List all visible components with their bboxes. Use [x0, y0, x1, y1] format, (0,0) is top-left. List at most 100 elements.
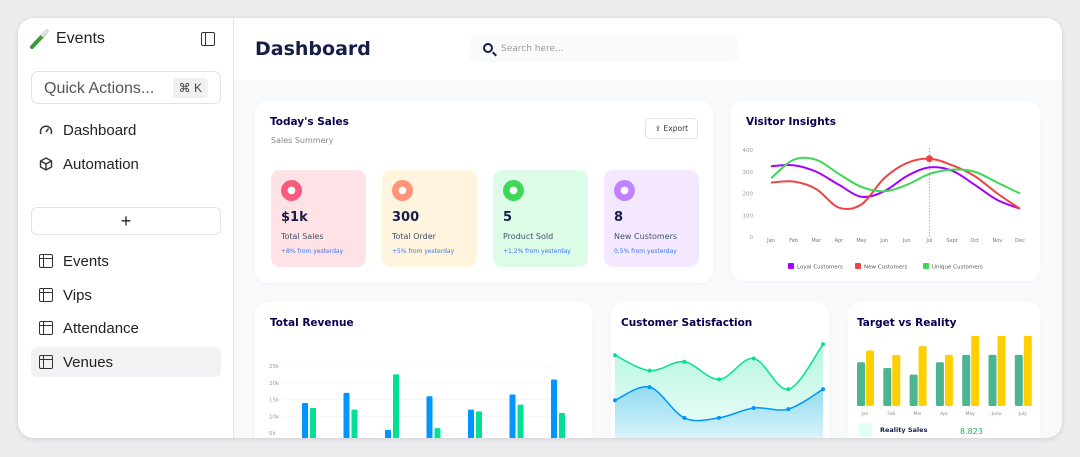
data-point	[751, 406, 756, 410]
stat-delta: 0,5% from yesterday	[614, 248, 677, 255]
legend-label: Loyal Customers	[797, 265, 843, 271]
revenue-bar	[310, 408, 316, 438]
legend-swatch	[855, 263, 861, 269]
table-label: Vips	[63, 286, 92, 304]
x-tick-label: Feb	[887, 411, 895, 417]
nav-automation[interactable]: Automation	[31, 149, 221, 179]
data-point	[717, 377, 721, 382]
tag-icon: ●	[503, 180, 524, 201]
target-reality-bar	[918, 346, 927, 406]
brand[interactable]: Events	[28, 28, 105, 50]
table-icon	[39, 288, 53, 302]
table-attendance[interactable]: Attendance	[31, 313, 221, 343]
y-tick-label: 100	[743, 213, 754, 219]
y-tick-label: 15k	[269, 398, 280, 404]
data-point	[751, 356, 756, 361]
table-label: Venues	[63, 353, 114, 371]
cube-icon	[39, 157, 53, 171]
table-icon	[39, 355, 53, 369]
revenue-bar	[559, 413, 565, 438]
revenue-bar	[302, 402, 308, 438]
table-venues[interactable]: Venues	[31, 347, 221, 377]
data-point	[613, 353, 617, 358]
nav-dashboard[interactable]: Dashboard	[31, 115, 221, 145]
sidebar-toggle-icon[interactable]	[201, 32, 215, 46]
revenue-bar	[517, 404, 524, 438]
target-reality-bar	[971, 335, 980, 406]
target-reality-bar	[935, 362, 944, 406]
reality-sales-label: Reality Sales	[880, 426, 928, 434]
target-reality-bar	[944, 354, 953, 406]
gauge-icon	[39, 125, 53, 135]
document-icon: ●	[392, 180, 413, 201]
y-tick-label: 5k	[269, 431, 276, 437]
revenue-bar	[351, 409, 358, 438]
add-table-button[interactable]: +	[31, 207, 221, 235]
y-tick-label: 0	[750, 235, 754, 241]
x-tick-label: July	[1018, 411, 1027, 417]
sidebar: Events Quick Actions... ⌘ K Dashboard Aut…	[18, 18, 234, 438]
target-reality-bar	[857, 362, 865, 406]
stat-label: Total Order	[392, 232, 436, 241]
target-reality-bar	[883, 368, 892, 406]
export-button[interactable]: ⇪ Export	[645, 118, 698, 139]
stat-value: $1k	[281, 210, 308, 225]
data-point	[682, 415, 687, 420]
series-line	[770, 163, 1021, 210]
app-window: Events Quick Actions... ⌘ K Dashboard Aut…	[18, 18, 1062, 438]
table-vips[interactable]: Vips	[31, 280, 221, 310]
stat-delta: +5% from yesterday	[392, 248, 455, 255]
target-reality-bar	[892, 354, 901, 406]
target-vs-reality-card: Target vs Reality Jan Feb Mar Apr May June Jul…	[848, 302, 1040, 438]
x-tick-label: Oct	[970, 238, 979, 244]
legend-swatch	[923, 263, 929, 269]
table-events[interactable]: Events	[31, 246, 221, 276]
stat-card: ● 300 Total Order +5% from yesterday	[382, 170, 477, 267]
test-tube-icon	[30, 29, 49, 49]
shortcut-badge: ⌘ K	[172, 78, 208, 98]
x-tick-label: Jun	[902, 238, 911, 244]
series-line	[770, 157, 1021, 211]
stat-value: 300	[392, 210, 420, 225]
header: Dashboard Search here...	[234, 18, 1062, 80]
visitor-insights-card: Visitor Insights 0 100 200 300 400 Jan Feb Mar A…	[731, 101, 1040, 281]
y-tick-label: 25k	[269, 364, 280, 370]
reality-sales-icon	[858, 423, 872, 437]
stat-value: 8	[614, 210, 624, 225]
x-tick-label: May	[856, 238, 866, 244]
page-title: Dashboard	[255, 38, 371, 60]
search-input[interactable]: Search here...	[469, 35, 739, 63]
table-icon	[39, 254, 53, 268]
revenue-bar	[551, 379, 557, 438]
x-tick-label: Feb	[789, 238, 798, 244]
x-tick-label: June	[991, 411, 1002, 417]
table-label: Events	[63, 252, 109, 270]
card-title: Customer Satisfaction	[621, 317, 753, 329]
customer-satisfaction-card: Customer Satisfaction	[611, 302, 829, 438]
quick-actions-label: Quick Actions...	[44, 80, 155, 97]
stat-delta: +8% from yesterday	[281, 248, 344, 255]
card-title: Visitor Insights	[746, 116, 836, 128]
card-title: Total Revenue	[270, 317, 354, 329]
data-point	[613, 398, 617, 403]
data-point	[717, 415, 721, 420]
x-tick-label: Nov	[992, 238, 1002, 244]
revenue-bar	[434, 428, 441, 438]
x-tick-label: Mar	[812, 238, 822, 244]
target-reality-bar	[988, 354, 997, 406]
card-title: Target vs Reality	[857, 317, 957, 329]
target-vs-reality-chart: Jan Feb Mar Apr May June July	[857, 335, 1032, 417]
revenue-bar	[468, 409, 474, 438]
series-area	[615, 386, 823, 438]
bar-chart-icon: ●	[281, 180, 302, 201]
quick-actions-input[interactable]: Quick Actions... ⌘ K	[31, 71, 221, 104]
stat-card: ● 5 Product Sold +1,2% from yesterday	[493, 170, 588, 267]
table-icon	[39, 321, 53, 335]
stat-label: New Customers	[614, 232, 678, 241]
highlight-point	[925, 155, 933, 163]
table-label: Attendance	[63, 319, 139, 337]
x-tick-label: Jun	[879, 238, 888, 244]
y-tick-label: 200	[743, 192, 754, 198]
total-revenue-card: Total Revenue 0 5k 10k 15k 20k 25k	[255, 302, 592, 438]
